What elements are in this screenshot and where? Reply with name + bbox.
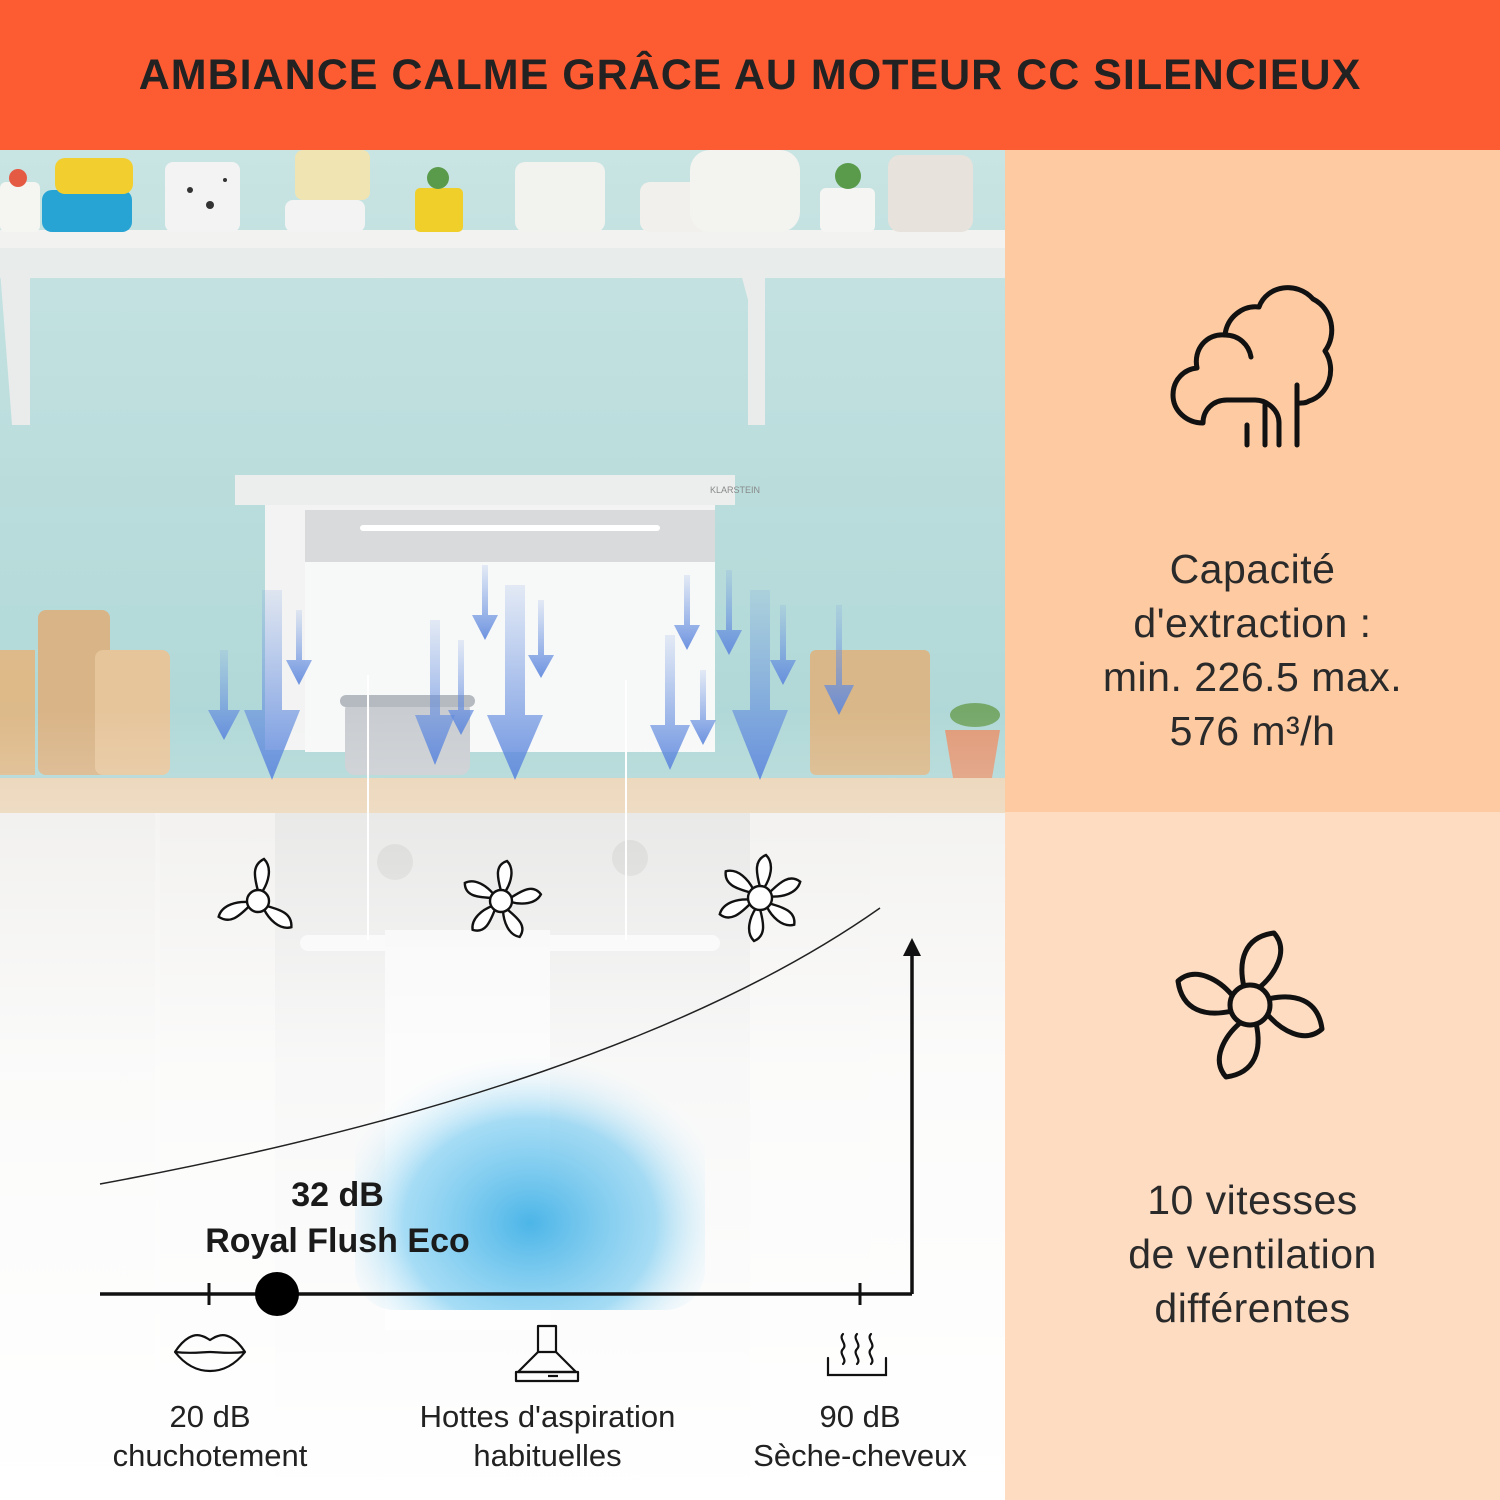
scale-text-20db: chuchotement [112, 1438, 308, 1473]
noise-curve [99, 907, 881, 1185]
scale-text-hoods-1: Hottes d'aspiration [419, 1399, 676, 1434]
small-fan-icon-3 [718, 853, 802, 943]
feature-panel-extraction: Capacité d'extraction : min. 226.5 max. … [1005, 150, 1500, 812]
airflow-arrows [208, 565, 854, 780]
fan-icon [1175, 930, 1325, 1080]
feature-line: 576 m³/h [1169, 708, 1336, 754]
small-fan-icon-2 [463, 859, 543, 939]
hood-brand-label: KLARSTEIN [710, 485, 760, 495]
kitchen-illustration: KLARSTEIN [0, 150, 1005, 1500]
scale-label-hoods: Hottes d'aspiration habituelles [380, 1397, 715, 1475]
feature-line: de ventilation [1128, 1231, 1377, 1277]
feature-line: d'extraction : [1133, 600, 1372, 646]
feature-line: différentes [1154, 1285, 1351, 1331]
heat-waves-icon [826, 1332, 888, 1377]
page-title: AMBIANCE CALME GRÂCE AU MOTEUR CC SILENC… [138, 51, 1362, 99]
scale-text-90db: Sèche-cheveux [753, 1438, 967, 1473]
range-hood-icon [514, 1324, 580, 1383]
feature-text-extraction: Capacité d'extraction : min. 226.5 max. … [1005, 542, 1500, 758]
lips-icon [173, 1334, 247, 1373]
blue-glow [355, 1020, 705, 1310]
kitchen-scene: KLARSTEIN [0, 150, 1005, 1500]
scale-value-20db: 20 dB [169, 1399, 251, 1434]
scale-value-90db: 90 dB [819, 1399, 901, 1434]
scale-text-hoods-2: habituelles [473, 1438, 622, 1473]
marker-32db [255, 1272, 299, 1316]
feature-panel-speeds: 10 vitesses de ventilation différentes [1005, 812, 1500, 1500]
feature-line: Capacité [1169, 546, 1336, 592]
header-banner: AMBIANCE CALME GRÂCE AU MOTEUR CC SILENC… [0, 0, 1500, 150]
axis-arrowhead [903, 938, 921, 956]
small-fan-icon-1 [217, 857, 293, 929]
highlight-product: Royal Flush Eco [205, 1222, 470, 1260]
scale-label-20db: 20 dB chuchotement [70, 1397, 350, 1475]
feature-line: min. 226.5 max. [1102, 654, 1403, 700]
highlight-label: 32 dB Royal Flush Eco [150, 1172, 525, 1264]
scale-label-90db: 90 dB Sèche-cheveux [725, 1397, 995, 1475]
feature-line: 10 vitesses [1147, 1177, 1358, 1223]
steam-cloud-icon [1170, 285, 1335, 448]
highlight-value: 32 dB [291, 1176, 384, 1214]
feature-text-speeds: 10 vitesses de ventilation différentes [1005, 1173, 1500, 1335]
noise-chart [99, 907, 921, 1316]
